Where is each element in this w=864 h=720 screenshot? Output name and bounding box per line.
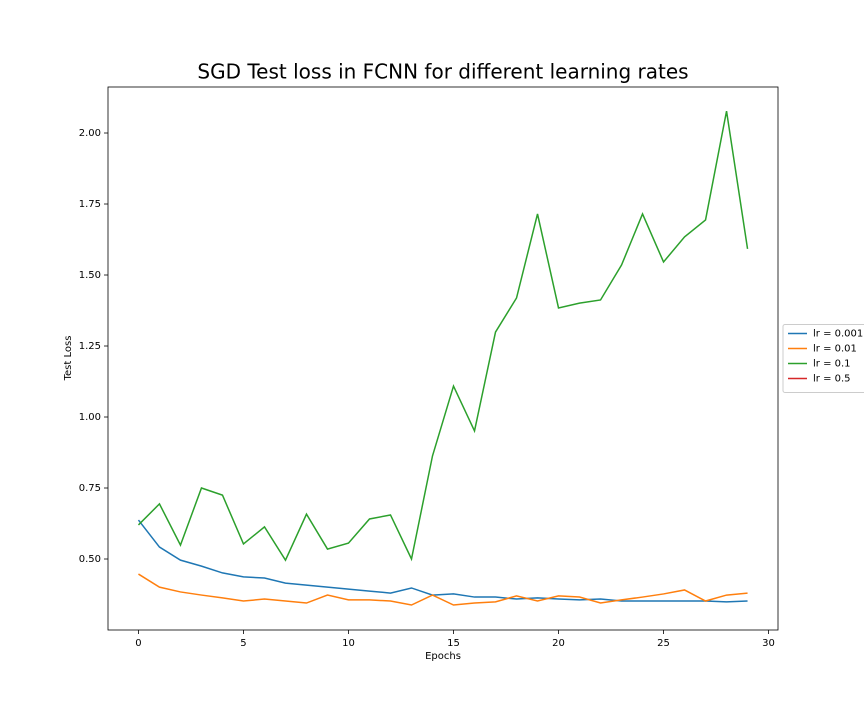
x-tick-label: 10 — [342, 638, 355, 649]
x-tick-label: 15 — [447, 638, 460, 649]
plot-frame — [107, 86, 779, 631]
x-tick-label: 30 — [762, 638, 775, 649]
legend-label: lr = 0.001 — [813, 329, 863, 340]
x-tick-label: 0 — [135, 638, 141, 649]
x-tick-label: 25 — [657, 638, 670, 649]
y-axis-label: Test Loss — [63, 336, 74, 382]
y-tick-label: 2.00 — [79, 128, 101, 139]
series-line — [138, 573, 748, 606]
legend-box — [782, 324, 864, 393]
y-tick-label: 1.00 — [79, 412, 101, 423]
x-tick-label: 5 — [240, 638, 246, 649]
x-axis-label: Epochs — [425, 651, 461, 662]
y-tick-label: 1.75 — [79, 199, 101, 210]
y-tick-label: 1.25 — [79, 341, 101, 352]
series-line — [137, 519, 748, 603]
legend-label: lr = 0.1 — [813, 359, 851, 370]
y-tick-label: 1.50 — [79, 270, 101, 281]
legend-label: lr = 0.01 — [813, 344, 857, 355]
chart-title: SGD Test loss in FCNN for different lear… — [197, 60, 688, 84]
y-tick-label: 0.75 — [79, 483, 101, 494]
x-tick-label: 20 — [552, 638, 565, 649]
legend-label: lr = 0.5 — [813, 374, 851, 385]
series-line — [137, 110, 749, 562]
y-tick-label: 0.50 — [79, 554, 101, 565]
